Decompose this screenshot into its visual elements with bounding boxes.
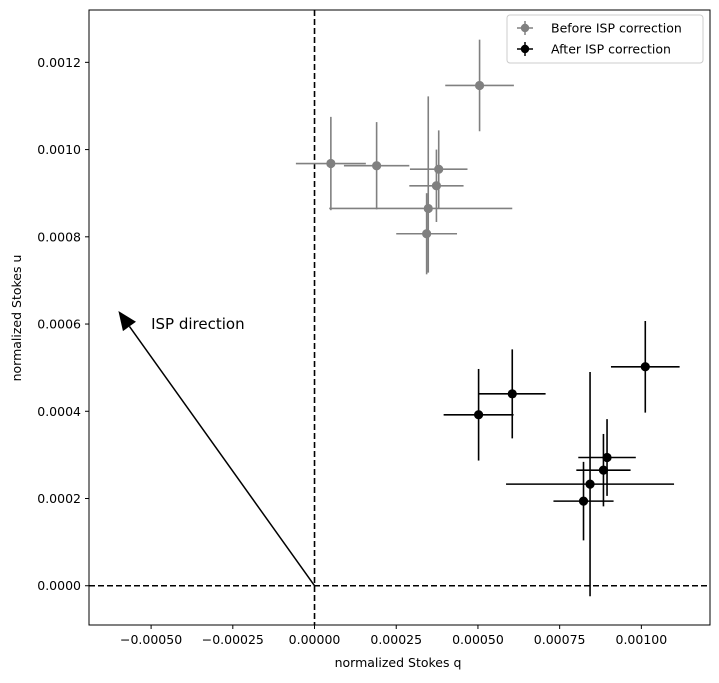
data-point [478, 349, 546, 439]
legend-label-after: After ISP correction [551, 42, 671, 57]
x-tick-label: 0.00025 [370, 632, 422, 647]
data-point-marker [474, 80, 485, 91]
y-tick-label: 0.0004 [37, 404, 81, 419]
data-point-marker [507, 389, 517, 399]
y-tick-label: 0.0008 [37, 229, 81, 244]
legend-marker-after [517, 42, 533, 56]
data-point [329, 96, 513, 273]
y-tick-label: 0.0000 [37, 578, 81, 593]
x-tick-label: 0.00100 [616, 632, 668, 647]
y-tick-label: 0.0012 [37, 55, 81, 70]
reference-lines [89, 10, 710, 625]
data-point [578, 419, 636, 496]
data-point-marker [585, 479, 595, 489]
data-point [445, 39, 514, 132]
x-tick-label: 0.00000 [289, 632, 341, 647]
y-tick-label: 0.0002 [37, 491, 81, 506]
data-point-marker [473, 410, 484, 420]
x-tick-label: −0.00025 [202, 632, 264, 647]
x-tick-label: 0.00050 [452, 632, 504, 647]
legend: Before ISP correction After ISP correcti… [506, 14, 704, 64]
data-point-marker [431, 181, 442, 191]
legend-marker-before [517, 21, 533, 35]
data-series [295, 39, 680, 597]
x-axis-label-text: normalized Stokes q [335, 655, 462, 670]
series-before-isp [295, 39, 514, 275]
data-point [409, 130, 468, 209]
y-axis-label: normalized Stokes u [9, 255, 24, 382]
data-point [610, 320, 680, 413]
data-point [409, 149, 464, 222]
data-point [506, 372, 675, 597]
y-axis-label-text: normalized Stokes u [9, 255, 24, 382]
isp-direction-label: ISP direction [151, 315, 245, 333]
data-point-marker [602, 452, 612, 463]
data-point-marker [326, 158, 336, 169]
data-point [295, 116, 366, 211]
data-point [553, 461, 614, 541]
isp-direction-arrow-shaft [128, 325, 316, 587]
data-point-marker [422, 229, 432, 239]
plot-frame [88, 9, 711, 626]
y-tick-label: 0.0010 [37, 142, 81, 157]
data-point-marker [640, 362, 650, 372]
data-point [396, 193, 458, 275]
legend-label-before: Before ISP correction [551, 21, 682, 36]
data-point-marker [578, 496, 589, 506]
isp-direction-arrow-head [118, 310, 136, 332]
x-axis-label: normalized Stokes q [335, 655, 462, 670]
series-after-isp [443, 320, 680, 597]
y-tick-label: 0.0006 [37, 317, 81, 332]
x-axis-ticks: −0.00050 −0.00025 0.00000 0.00025 0.00050 0.0… [120, 625, 667, 647]
x-tick-label: −0.00050 [120, 632, 182, 647]
annotation-group: ISP direction [118, 310, 316, 587]
data-point-marker [372, 161, 382, 171]
y-axis-ticks: 0.0000 0.0002 0.0004 0.0006 0.0008 0.0010 0.00… [37, 55, 89, 593]
legend-box [506, 14, 704, 64]
data-point-marker [598, 465, 609, 475]
data-point [576, 433, 631, 507]
data-point [443, 368, 514, 461]
data-point-marker [434, 164, 444, 174]
data-point [343, 122, 410, 210]
data-point-marker [423, 203, 433, 214]
x-tick-label: 0.00075 [534, 632, 586, 647]
